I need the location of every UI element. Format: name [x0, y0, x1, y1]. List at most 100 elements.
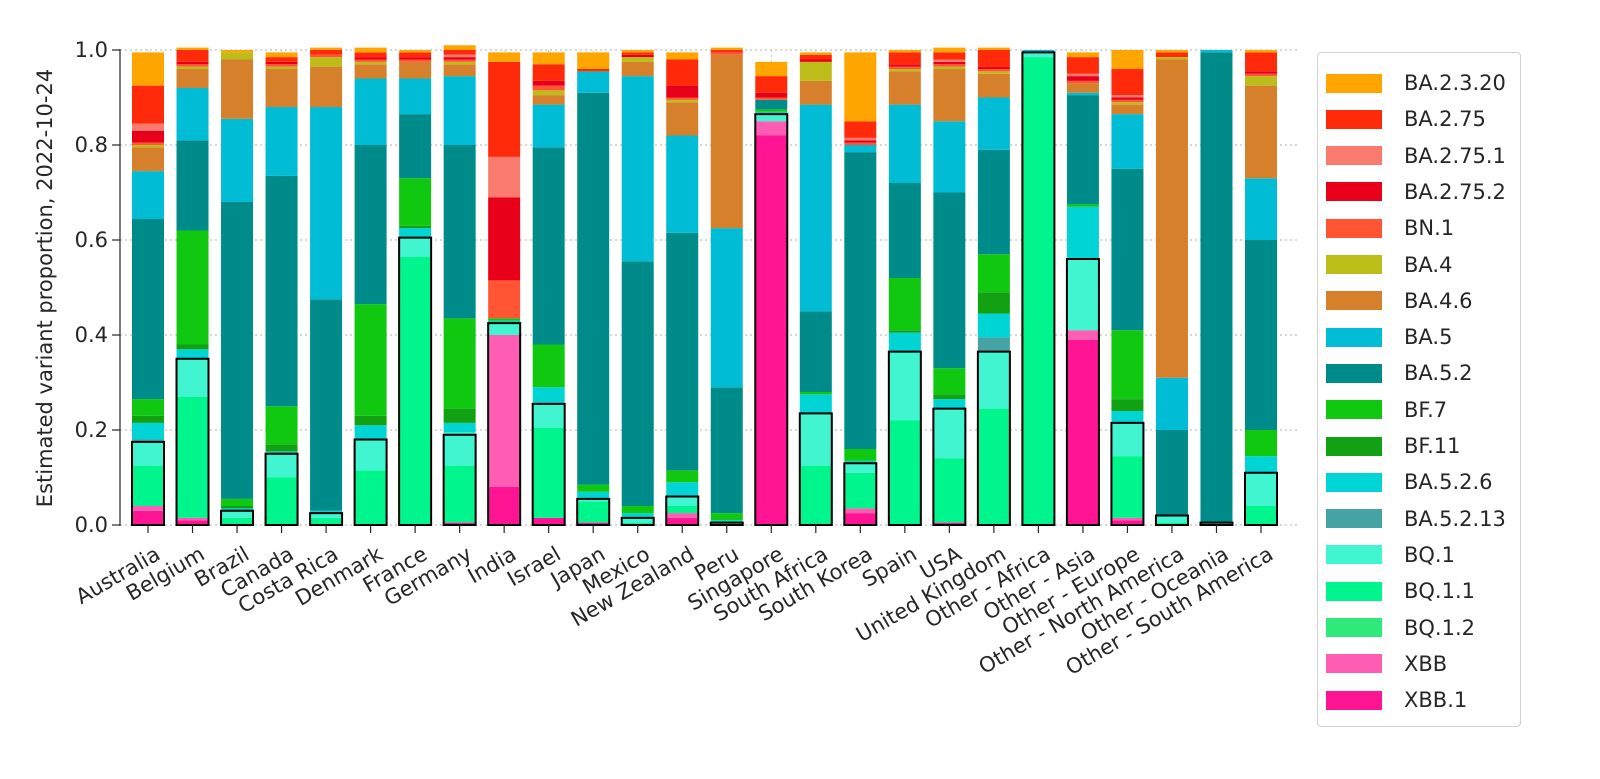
bar-segment	[221, 506, 254, 509]
bar-segment	[1245, 73, 1277, 77]
bar-segment	[844, 52, 877, 122]
bar-segment	[888, 104, 921, 183]
bar-segment	[532, 387, 565, 404]
bar-segment	[132, 506, 164, 511]
bar-segment	[265, 451, 298, 454]
bar-segment	[399, 237, 432, 257]
legend-swatch	[1326, 690, 1382, 710]
legend-swatch	[1326, 109, 1382, 129]
bar-segment	[977, 66, 1010, 69]
bar-segment	[443, 54, 476, 58]
bar-segment	[933, 64, 966, 67]
bar-segment	[488, 487, 521, 525]
bar-segment	[354, 425, 387, 440]
bar-segment	[888, 183, 921, 278]
bar-segment	[1066, 92, 1099, 96]
bar-segment	[132, 441, 164, 466]
legend-label: BQ.1.1	[1404, 579, 1476, 604]
bar-segment	[354, 64, 387, 79]
bar-stack	[1245, 50, 1277, 525]
legend-label: BN.1	[1404, 216, 1455, 241]
bar-segment	[799, 413, 832, 466]
bar-segment	[666, 517, 699, 525]
legend-swatch	[1326, 146, 1382, 166]
bar-stack	[1111, 50, 1144, 525]
legend-item: BF.11	[1326, 428, 1461, 464]
bar-segment	[710, 54, 743, 229]
y-tick-label: 0.8	[75, 133, 108, 157]
bar-stack	[977, 47, 1010, 525]
bar-segment	[532, 403, 565, 428]
legend-item: BA.4.6	[1326, 283, 1472, 319]
bar-segment	[1155, 522, 1188, 525]
legend-item: BA.2.75.1	[1326, 138, 1506, 174]
bar-segment	[710, 50, 743, 53]
y-tick-labels: 0.0 0.2 0.4 0.6 0.8 1.0	[75, 38, 120, 537]
bar-segment	[977, 292, 1010, 314]
bar-segment	[443, 76, 476, 145]
legend-item: BA.2.75.2	[1326, 174, 1506, 210]
bar-segment	[1066, 95, 1099, 205]
bar-segment	[443, 59, 476, 62]
bar-segment	[844, 121, 877, 138]
bar-segment	[265, 175, 298, 407]
bar-segment	[799, 52, 832, 55]
legend-label: BA.4	[1404, 252, 1453, 277]
bar-segment	[844, 513, 877, 525]
legend-label: BA.4.6	[1404, 288, 1473, 313]
bar-segment	[532, 147, 565, 345]
bar-segment	[488, 318, 521, 321]
bar-segment	[977, 337, 1010, 352]
bar-segment	[888, 278, 921, 331]
bar-segment	[1155, 430, 1188, 516]
bar-segment	[977, 254, 1010, 293]
bar-segment	[221, 202, 254, 499]
legend-label: BQ.1.2	[1404, 615, 1476, 640]
bar-segment	[977, 47, 1010, 50]
bar-stack	[488, 52, 521, 525]
bar-segment	[176, 230, 209, 345]
legend-label: BA.5.2	[1404, 361, 1473, 386]
bar-stack	[755, 61, 788, 525]
bar-segment	[933, 458, 966, 523]
bar-segment	[577, 52, 610, 69]
bar-segment	[399, 59, 432, 62]
bar-segment	[132, 85, 164, 124]
bar-segment	[666, 232, 699, 471]
bar-segment	[310, 107, 343, 300]
legend-label: BA.2.75.1	[1404, 143, 1506, 168]
bar-segment	[1066, 339, 1099, 525]
y-axis-label: Estimated variant proportion, 2022-10-24	[33, 69, 57, 507]
bar-segment	[621, 522, 654, 525]
legend-item: XBB	[1326, 646, 1447, 682]
bar-segment	[933, 192, 966, 369]
bar-segment	[354, 57, 387, 60]
bar-segment	[532, 80, 565, 86]
bar-segment	[1111, 99, 1144, 103]
legend-item: BA.4	[1326, 247, 1452, 283]
bar-segment	[310, 50, 343, 55]
legend-label: BA.2.75	[1404, 107, 1486, 132]
legend-item: BA.2.75	[1326, 101, 1486, 137]
bar-stack	[354, 47, 387, 525]
bar-segment	[443, 422, 476, 433]
bar-segment	[488, 156, 521, 198]
bar-segment	[888, 50, 921, 53]
bar-segment	[933, 399, 966, 409]
bar-segment	[844, 449, 877, 461]
bar-segment	[1066, 83, 1099, 93]
bar-segment	[443, 57, 476, 60]
bar-segment	[710, 513, 743, 521]
bar-segment	[488, 323, 521, 335]
bar-segment	[933, 69, 966, 122]
bar-segment	[176, 61, 209, 65]
bar-segment	[1111, 50, 1144, 69]
bar-segment	[532, 427, 565, 518]
bar-segment	[176, 140, 209, 231]
bar-segment	[666, 470, 699, 483]
legend-swatch	[1326, 255, 1382, 274]
bar-segment	[354, 61, 387, 65]
bar-segment	[1066, 52, 1099, 58]
bar-segment	[844, 508, 877, 514]
